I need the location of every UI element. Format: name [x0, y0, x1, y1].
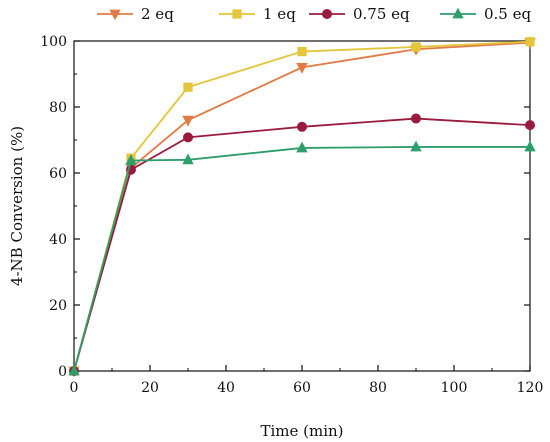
- data-point-0-75-eq: [410, 113, 421, 124]
- series-layer: [68, 37, 536, 378]
- x-axis: 0 20 40 60 80 100 120: [70, 365, 544, 396]
- x-tick-label: 60: [293, 380, 311, 396]
- data-point-1-eq: [525, 37, 535, 47]
- legend-label: 0.5 eq: [484, 5, 532, 23]
- legend-marker: [109, 9, 121, 21]
- y-axis: 0 20 40 60 80 100: [40, 34, 530, 380]
- data-point-2-eq: [296, 63, 308, 74]
- data-point-0-5-eq: [524, 140, 536, 152]
- y-tick-label: 0: [58, 364, 67, 380]
- x-tick-label: 0: [70, 380, 79, 396]
- series-0-75-eq: [69, 113, 536, 376]
- data-point-0-75-eq: [296, 121, 307, 132]
- legend-marker: [232, 9, 242, 19]
- series-line-2-eq: [73, 41, 531, 372]
- x-tick-label: 40: [217, 380, 235, 396]
- y-tick-label: 60: [49, 166, 67, 182]
- legend-item-2-eq: 2 eq: [97, 5, 174, 23]
- data-point-2-eq: [182, 115, 194, 127]
- legend-item-0-75-eq: 0.75 eq: [309, 5, 410, 23]
- legend-item-0-5-eq: 0.5 eq: [440, 5, 532, 23]
- series-0-5-eq: [68, 140, 536, 376]
- series-line-0-75-eq: [73, 117, 531, 372]
- x-tick-label: 100: [441, 380, 468, 396]
- legend-label: 0.75 eq: [353, 5, 410, 23]
- series-2-eq: [68, 38, 536, 378]
- data-point-1-eq: [411, 42, 421, 52]
- legend-marker: [452, 7, 464, 19]
- x-tick-label: 20: [141, 380, 159, 396]
- data-point-0-5-eq: [182, 153, 194, 165]
- data-point-0-5-eq: [68, 364, 80, 376]
- y-axis-title: 4-NB Conversion (%): [8, 126, 26, 286]
- x-tick-label: 120: [517, 380, 544, 396]
- data-point-0-5-eq: [125, 154, 137, 165]
- plot-area: [73, 40, 531, 372]
- legend-item-1-eq: 1 eq: [219, 5, 296, 23]
- y-tick-label: 20: [49, 298, 67, 314]
- legend-label: 2 eq: [141, 5, 174, 23]
- legend-marker: [321, 8, 332, 19]
- legend: 2 eq 1 eq 0.75 eq 0.5 eq: [97, 5, 532, 23]
- data-point-0-75-eq: [525, 120, 536, 131]
- legend-label: 1 eq: [263, 5, 296, 23]
- series-line-0-5-eq: [73, 146, 530, 372]
- data-point-0-5-eq: [410, 140, 422, 152]
- plot-frame: [73, 40, 531, 372]
- data-point-0-5-eq: [296, 141, 308, 153]
- y-tick-label: 80: [49, 100, 67, 116]
- data-point-1-eq: [297, 46, 307, 57]
- y-tick-label: 100: [40, 34, 67, 50]
- data-point-0-75-eq: [182, 132, 193, 143]
- y-tick-label: 40: [49, 232, 67, 248]
- series-1-eq: [69, 37, 535, 376]
- data-point-1-eq: [183, 82, 193, 92]
- x-tick-label: 80: [369, 380, 387, 396]
- x-axis-title: Time (min): [260, 422, 343, 440]
- series-line-1-eq: [73, 40, 531, 372]
